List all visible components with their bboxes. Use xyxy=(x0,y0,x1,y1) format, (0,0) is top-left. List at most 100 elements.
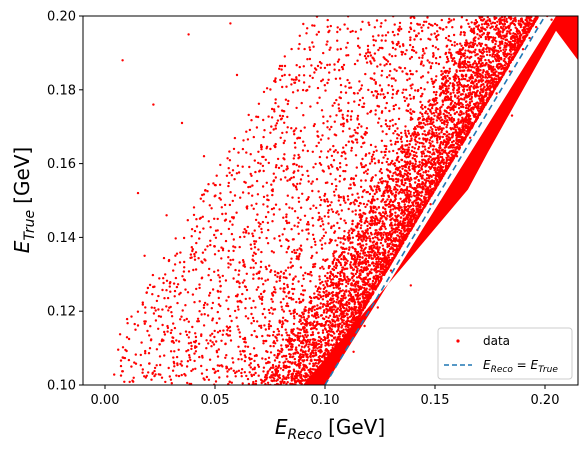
scatter-point xyxy=(238,335,242,338)
scatter-point xyxy=(428,129,431,132)
scatter-point xyxy=(360,145,363,149)
scatter-point xyxy=(242,350,245,353)
scatter-point xyxy=(286,194,289,197)
scatter-point xyxy=(243,340,246,344)
scatter-point xyxy=(401,51,405,54)
scatter-point xyxy=(457,107,461,110)
scatter-point xyxy=(285,295,288,298)
scatter-point xyxy=(452,139,455,143)
scatter-point xyxy=(251,194,254,197)
scatter-point xyxy=(451,26,454,29)
scatter-point xyxy=(243,228,246,231)
scatter-point xyxy=(312,204,315,207)
scatter-point xyxy=(185,350,188,353)
scatter-point xyxy=(249,352,252,356)
scatter-point xyxy=(185,333,189,337)
scatter-point xyxy=(291,238,295,241)
scatter-point xyxy=(372,38,375,42)
scatter-point xyxy=(175,355,179,359)
scatter-point xyxy=(346,332,349,335)
scatter-point xyxy=(482,105,486,108)
scatter-point xyxy=(278,64,282,68)
scatter-point xyxy=(391,124,395,127)
scatter-point xyxy=(200,364,203,368)
scatter-point xyxy=(259,292,263,296)
scatter-point xyxy=(339,47,342,51)
scatter-point xyxy=(316,64,320,68)
scatter-point xyxy=(234,375,237,378)
scatter-point xyxy=(127,337,131,341)
scatter-point xyxy=(247,113,250,117)
scatter-point xyxy=(438,177,441,180)
scatter-point xyxy=(326,25,329,28)
scatter-point xyxy=(306,88,309,92)
scatter-point xyxy=(516,32,520,35)
scatter-point xyxy=(459,42,462,45)
scatter-point xyxy=(295,257,298,260)
scatter-point xyxy=(241,165,244,168)
scatter-point xyxy=(343,230,346,233)
scatter-point xyxy=(447,34,451,38)
scatter-point xyxy=(290,47,293,51)
scatter-point xyxy=(329,172,332,176)
scatter-point xyxy=(209,278,213,282)
scatter-point xyxy=(329,330,332,333)
scatter-point xyxy=(309,367,312,370)
scatter-point xyxy=(297,221,300,224)
scatter-point xyxy=(333,133,336,136)
scatter-point xyxy=(335,167,339,170)
scatter-point xyxy=(317,30,320,34)
scatter-point xyxy=(232,216,235,219)
scatter-point xyxy=(222,329,225,332)
scatter-point xyxy=(336,151,339,154)
scatter-point xyxy=(202,377,205,380)
scatter-point xyxy=(155,348,159,351)
scatter-point xyxy=(366,168,370,171)
scatter-point xyxy=(236,300,239,303)
scatter-point xyxy=(319,375,323,378)
scatter-point xyxy=(134,353,137,356)
scatter-point xyxy=(270,183,273,186)
scatter-point xyxy=(252,135,255,139)
scatter-point xyxy=(348,127,351,130)
scatter-point xyxy=(374,145,377,148)
scatter-point xyxy=(213,217,216,220)
scatter-point xyxy=(473,66,476,69)
scatter-point xyxy=(327,209,330,212)
scatter-point xyxy=(386,198,389,201)
scatter-point xyxy=(423,195,426,198)
scatter-point xyxy=(151,273,155,277)
scatter-point xyxy=(328,128,331,131)
scatter-point xyxy=(262,339,265,343)
scatter-point xyxy=(422,206,425,209)
scatter-point xyxy=(289,261,292,264)
scatter-point xyxy=(231,357,234,360)
scatter-point xyxy=(503,63,507,67)
scatter-point xyxy=(219,192,222,195)
scatter-point xyxy=(282,287,286,290)
scatter-point xyxy=(345,118,349,122)
scatter-point xyxy=(339,261,342,265)
scatter-point xyxy=(322,122,325,125)
scatter-point xyxy=(310,182,313,185)
scatter-point xyxy=(394,129,397,133)
scatter-point xyxy=(263,307,266,311)
scatter-point xyxy=(379,168,383,171)
scatter-point xyxy=(310,256,313,260)
scatter-point xyxy=(472,108,475,111)
scatter-point xyxy=(415,34,418,37)
scatter-point xyxy=(381,220,384,223)
scatter-point xyxy=(435,61,438,65)
scatter-point xyxy=(351,141,355,144)
scatter-point xyxy=(387,233,390,237)
scatter-point xyxy=(345,54,348,57)
scatter-point xyxy=(384,19,387,22)
scatter-point xyxy=(293,224,296,227)
scatter-point xyxy=(326,302,329,306)
scatter-point xyxy=(377,121,380,124)
scatter-point xyxy=(190,235,193,238)
scatter-point xyxy=(322,51,325,55)
scatter-point xyxy=(338,77,342,80)
scatter-point xyxy=(409,97,412,101)
scatter-point xyxy=(232,277,235,280)
